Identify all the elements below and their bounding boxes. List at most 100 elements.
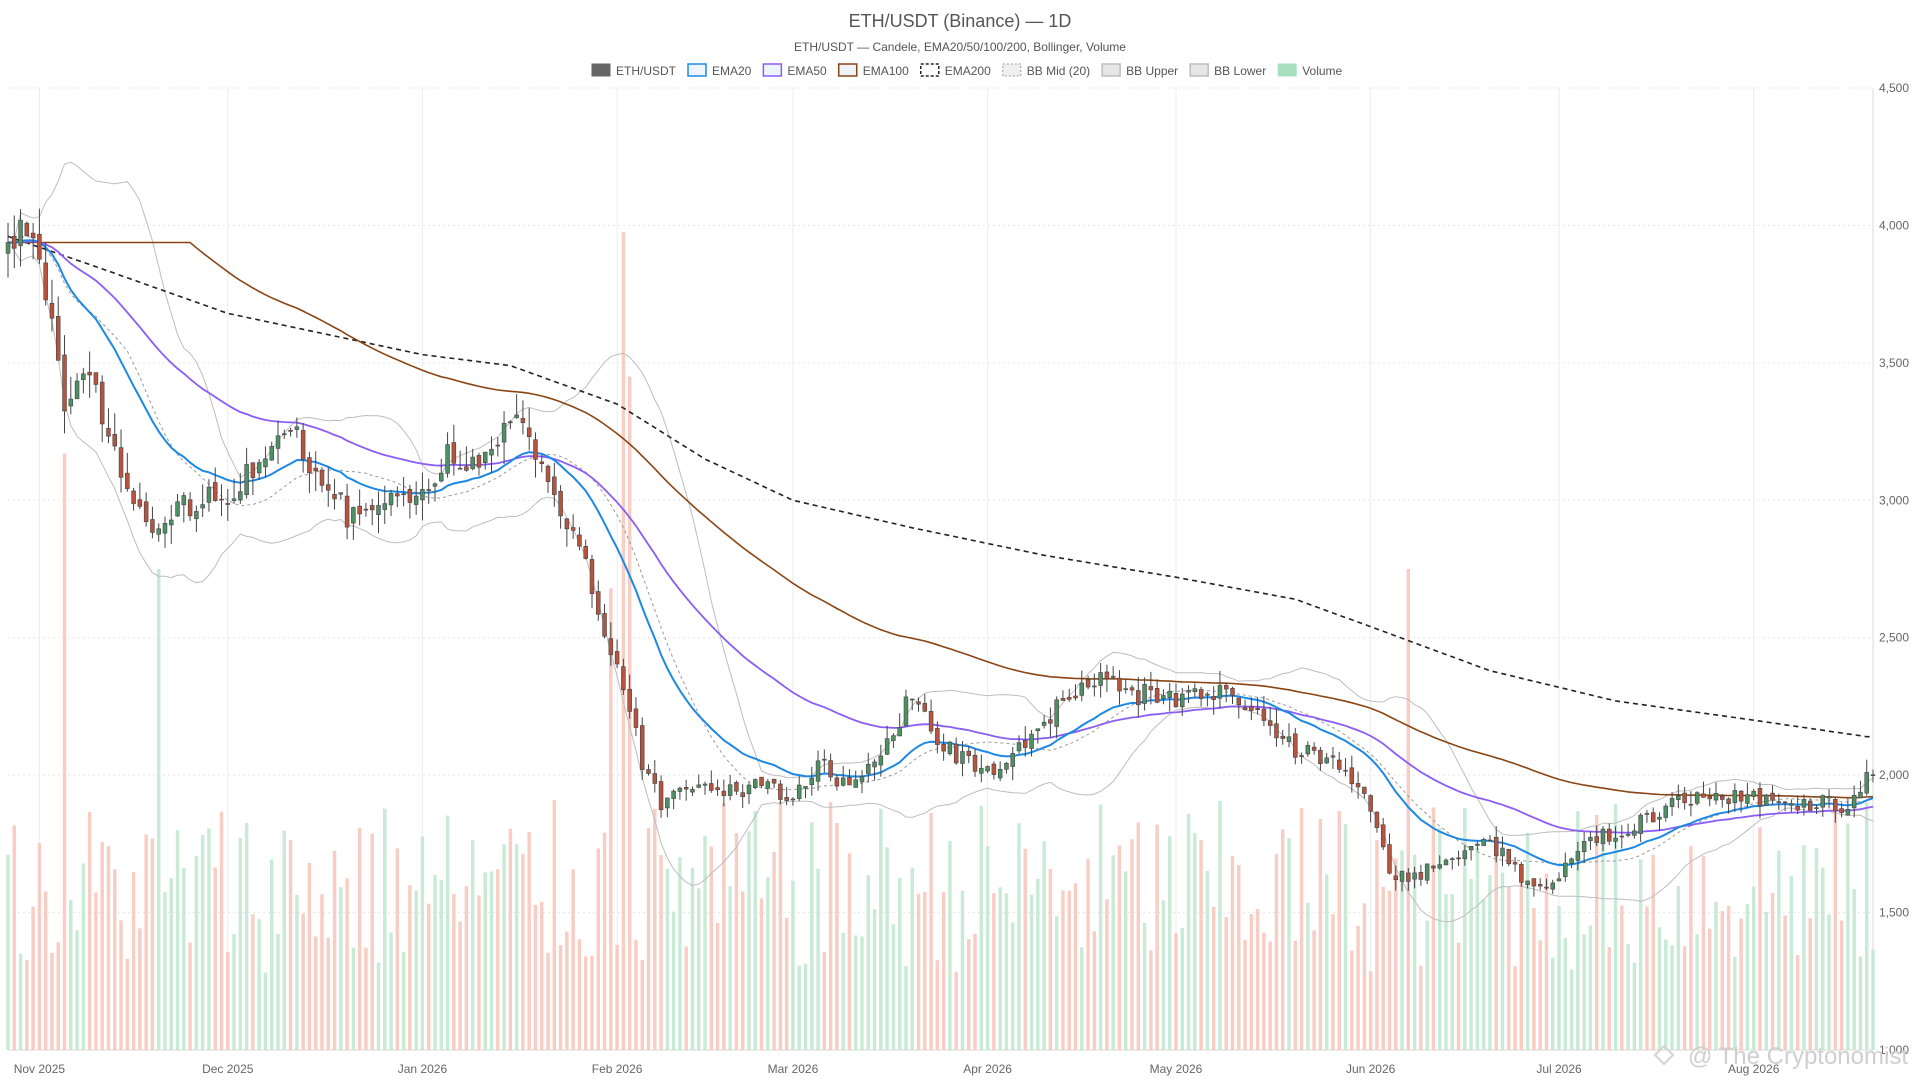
volume-bar	[835, 823, 839, 1050]
volume-bar	[1469, 879, 1473, 1050]
legend-label: EMA200	[945, 64, 991, 78]
candle-body	[62, 354, 67, 412]
candle-body	[1217, 685, 1223, 699]
volume-bar	[1023, 848, 1027, 1050]
candle-body	[1299, 755, 1304, 757]
volume-bar	[138, 928, 142, 1050]
volume-bar	[1142, 923, 1147, 1050]
candle-body	[1293, 733, 1298, 758]
legend-label: EMA20	[712, 64, 752, 78]
volume-bar	[433, 874, 437, 1050]
candle-body	[834, 777, 840, 787]
volume-bar	[357, 827, 362, 1050]
volume-bar	[345, 878, 349, 1050]
volume-bar	[728, 886, 732, 1050]
volume-bar	[1475, 847, 1480, 1050]
volume-bar	[546, 952, 550, 1050]
y-tick-label: 2,500	[1879, 631, 1909, 645]
candle-body	[1016, 742, 1022, 752]
volume-bar	[1576, 811, 1580, 1050]
volume-bar	[1098, 804, 1103, 1050]
y-tick-label: 4,500	[1879, 81, 1909, 95]
candle-body	[131, 490, 136, 504]
volume-bar	[1582, 934, 1586, 1050]
bb-lower-line	[7, 242, 1874, 923]
candle-body	[1663, 805, 1669, 818]
volume-bar	[1130, 839, 1134, 1050]
volume-bar	[470, 840, 475, 1050]
candle-body	[432, 483, 438, 487]
volume-bar	[879, 808, 883, 1050]
volume-bar	[1010, 922, 1015, 1050]
ema200-line	[7, 235, 1873, 738]
candle-body	[395, 493, 400, 497]
candle-body	[1066, 697, 1072, 700]
volume-bar	[1080, 947, 1084, 1050]
candle-body	[552, 476, 557, 495]
ema100-line	[8, 241, 1874, 799]
candle-body	[922, 703, 928, 712]
volume-bar	[521, 853, 525, 1050]
candle-body	[853, 779, 858, 788]
volume-bar	[822, 951, 827, 1050]
candle-body	[809, 777, 815, 786]
axis-layer: 1,000 1,500 2,000 2,500 3,000 3,500 4,000 4,500…	[14, 81, 1910, 1076]
candle-body	[1563, 862, 1568, 877]
volume-bar	[1450, 894, 1455, 1050]
volume-bar	[1551, 957, 1555, 1050]
legend-swatch	[591, 63, 611, 77]
volume-bar	[684, 946, 688, 1050]
volume-bar	[282, 830, 287, 1050]
volume-bar	[1814, 847, 1819, 1050]
bb-mid-line	[7, 236, 1874, 865]
legend-label: ETH/USDT	[616, 64, 677, 78]
volume-bar	[182, 868, 186, 1050]
candle-body	[1864, 772, 1869, 794]
candle-body	[1318, 749, 1323, 764]
candle-body	[49, 302, 55, 319]
candle-body	[1839, 808, 1844, 813]
volume-bar	[891, 924, 896, 1050]
volume-bar	[1481, 899, 1486, 1050]
volume-bar	[1255, 908, 1260, 1050]
candle-body	[181, 495, 187, 506]
ema50-line	[7, 240, 1874, 834]
candle-body	[1180, 693, 1185, 708]
watermark-diamond-icon	[1653, 1044, 1675, 1066]
candle-body	[1833, 799, 1838, 812]
candle-body	[275, 435, 281, 449]
volume-bar	[1456, 942, 1461, 1050]
volume-bar	[948, 841, 952, 1050]
ema-layer	[7, 235, 1874, 867]
volume-bar	[1871, 949, 1875, 1050]
volume-bar	[935, 960, 940, 1050]
volume-bar	[1864, 802, 1869, 1050]
candle-body	[847, 776, 852, 786]
volume-bar	[1444, 894, 1448, 1050]
candle-body	[1117, 677, 1122, 692]
candle-body	[5, 242, 11, 254]
candle-body	[326, 484, 331, 491]
volume-bar	[452, 894, 456, 1050]
volume-bar	[697, 888, 701, 1050]
x-tick-label: Aug 2026	[1728, 1062, 1780, 1076]
volume-bar	[1626, 944, 1630, 1050]
volume-bar	[1726, 905, 1731, 1050]
volume-bar	[709, 846, 714, 1050]
candle-body	[238, 491, 243, 501]
candle-body	[1311, 746, 1317, 751]
volume-bar	[1356, 925, 1360, 1050]
candle-body	[903, 696, 909, 727]
candle-body	[1820, 795, 1826, 808]
legend-label: BB Upper	[1126, 64, 1178, 78]
volume-bar	[175, 830, 180, 1050]
legend-label: BB Mid (20)	[1027, 64, 1090, 78]
volume-bar	[408, 885, 412, 1050]
candle-body	[1776, 801, 1782, 803]
candle-body	[1198, 689, 1204, 699]
volume-bar	[1124, 871, 1128, 1050]
volume-bar	[665, 868, 670, 1050]
candle-body	[753, 779, 758, 789]
candle-body	[1380, 824, 1386, 848]
